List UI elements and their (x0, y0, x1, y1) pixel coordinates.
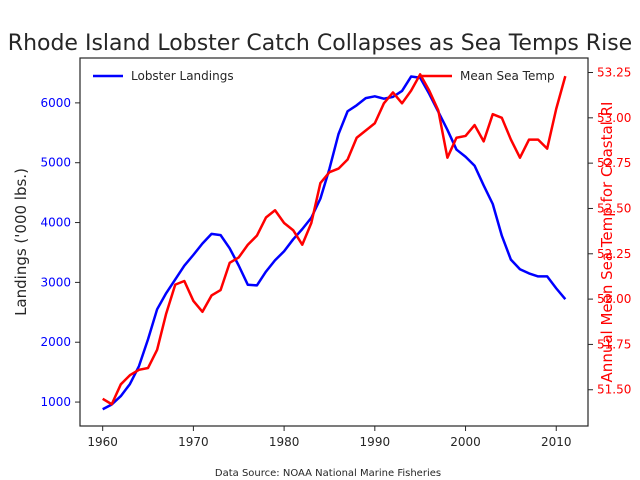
y-left-tick-label: 6000 (40, 96, 71, 110)
x-tick-label: 1970 (178, 435, 209, 449)
x-axis: 1960 1970 1980 1990 2000 2010 (87, 426, 572, 449)
y-left-tick-label: 5000 (40, 156, 71, 170)
y-left-tick-label: 3000 (40, 275, 71, 289)
x-tick-label: 2000 (450, 435, 481, 449)
legend-right: Mean Sea Temp (422, 69, 555, 83)
legend-label-lobster-landings: Lobster Landings (131, 69, 234, 83)
x-tick-label: 1990 (360, 435, 391, 449)
legend-left: Lobster Landings (93, 69, 234, 83)
y-right-tick-label: 51.50 (597, 383, 631, 397)
x-tick-label: 1960 (87, 435, 118, 449)
x-tick-label: 1980 (269, 435, 300, 449)
y-axis-left-label: Landings ('000 lbs.) (12, 168, 30, 316)
y-left-tick-label: 1000 (40, 395, 71, 409)
y-axis-left: 1000 2000 3000 4000 5000 6000 (40, 96, 80, 409)
legend-label-mean-sea-temp: Mean Sea Temp (460, 69, 555, 83)
plot-frame (79, 57, 589, 427)
y-right-tick-label: 53.25 (597, 66, 631, 80)
y-left-tick-label: 4000 (40, 216, 71, 230)
y-right-tick-label: 52.25 (597, 247, 631, 261)
series-line-mean-sea-temp (102, 73, 567, 406)
y-axis-right-label: Annual Mean Sea Temp for Coastal RI (598, 102, 616, 383)
series-layer (102, 73, 567, 411)
chart-title: Rhode Island Lobster Catch Collapses as … (8, 31, 632, 56)
y-axis-right: 51.50 51.75 52.00 52.25 52.50 52.75 53.00 53.25 (588, 66, 631, 397)
y-right-tick-label: 51.75 (597, 337, 631, 351)
y-right-tick-label: 52.00 (597, 292, 631, 306)
y-right-tick-label: 52.50 (597, 201, 631, 215)
y-right-tick-label: 53.00 (597, 111, 631, 125)
data-source-note: Data Source: NOAA National Marine Fisher… (215, 468, 441, 479)
series-line-lobster-landings (102, 75, 567, 411)
y-right-tick-label: 52.75 (597, 156, 631, 170)
x-tick-label: 2010 (541, 435, 572, 449)
y-left-tick-label: 2000 (40, 335, 71, 349)
